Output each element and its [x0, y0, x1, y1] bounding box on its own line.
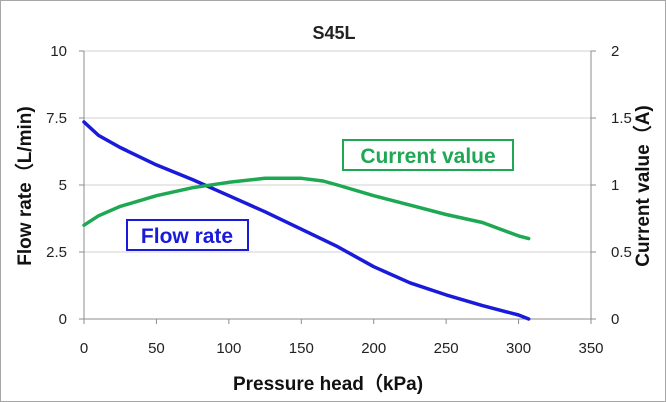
chart-title: S45L	[312, 23, 355, 43]
x-tick-label-5: 250	[434, 340, 459, 357]
x-tick-label-0: 0	[80, 340, 88, 357]
y-tick-label-4: 10	[50, 43, 67, 60]
y-axis-title: Flow rate（L/min)	[13, 106, 36, 265]
axes	[79, 50, 596, 324]
y-tick-label-3: 7.5	[46, 110, 67, 127]
x-tick-label-1: 50	[148, 340, 165, 357]
y-tick-label-0: 0	[59, 311, 67, 328]
x-tick-label-6: 300	[506, 340, 531, 357]
legend-flow-rate-box	[126, 219, 249, 251]
legend-current-value: Current value	[342, 139, 514, 171]
x-tick-label-7: 350	[578, 340, 603, 357]
x-tick-label-4: 200	[361, 340, 386, 357]
y2-axis-title: Current value（A)	[631, 105, 654, 267]
y2-tick-label-3: 1.5	[611, 110, 632, 127]
y-tick-label-1: 2.5	[46, 244, 67, 261]
x-tick-label-3: 150	[289, 340, 314, 357]
series-layer	[82, 120, 531, 321]
y-tick-label-2: 5	[59, 177, 67, 194]
y2-tick-label-2: 1	[611, 177, 619, 194]
legend-flow-rate: Flow rate	[126, 219, 249, 251]
y2-tick-label-4: 2	[611, 43, 619, 60]
x-axis-title: Pressure head（kPa)	[233, 372, 423, 395]
legend-flow-rate-label: Flow rate	[141, 225, 233, 248]
x-tick-label-2: 100	[216, 340, 241, 357]
y2-tick-label-0: 0	[611, 311, 619, 328]
series-line-current-value	[82, 176, 531, 241]
legend-current-value-box	[342, 139, 514, 171]
y2-tick-label-1: 0.5	[611, 244, 632, 261]
series-line-flow-rate	[82, 120, 531, 321]
legend-current-value-label: Current value	[360, 145, 495, 168]
